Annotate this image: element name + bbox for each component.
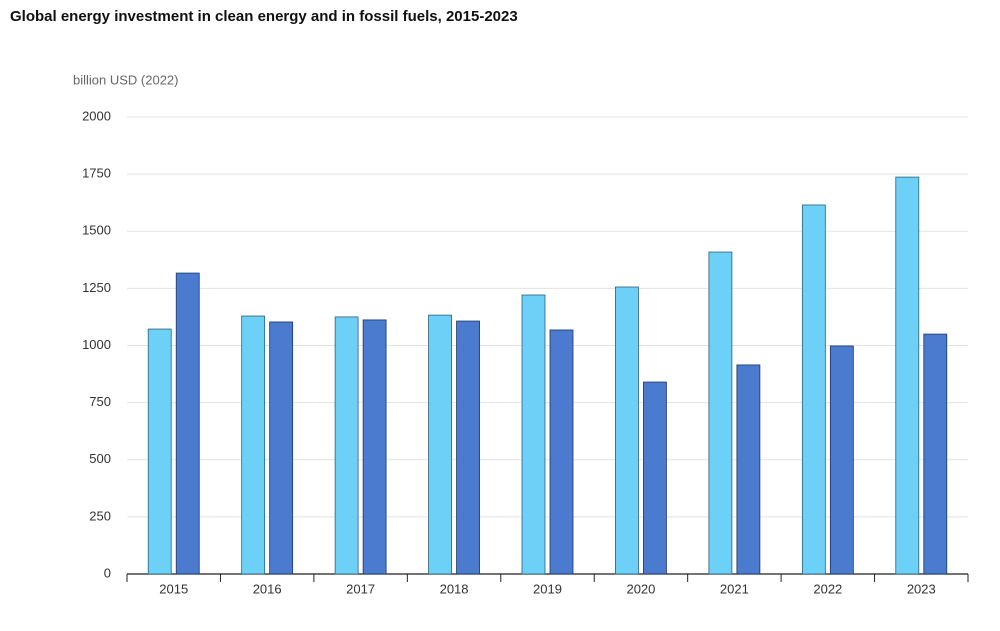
y-tick-label: 0 (104, 565, 111, 580)
x-tick-label: 2022 (813, 581, 842, 596)
y-tick-label: 500 (89, 451, 111, 466)
bar (643, 381, 667, 575)
bar (175, 272, 200, 575)
x-tick-label: 2020 (626, 581, 655, 596)
x-tick-label: 2017 (346, 581, 375, 596)
bar (334, 316, 359, 575)
bar (923, 333, 948, 575)
bar (895, 176, 920, 575)
x-tick-label: 2016 (253, 581, 282, 596)
bar (147, 328, 172, 575)
bar (708, 251, 733, 575)
x-tick-label: 2019 (533, 581, 562, 596)
bar (829, 345, 854, 575)
bar (269, 321, 294, 575)
bar (549, 329, 574, 575)
y-tick-label: 1000 (82, 337, 111, 352)
bar (241, 315, 266, 575)
x-tick-label: 2018 (440, 581, 469, 596)
x-tick-label: 2021 (720, 581, 749, 596)
chart-title: Global energy investment in clean energy… (10, 8, 518, 25)
bar (521, 294, 546, 575)
x-tick-label: 2023 (907, 581, 936, 596)
y-tick-label: 1250 (82, 280, 111, 295)
y-tick-label: 1500 (82, 223, 111, 238)
bar (456, 320, 480, 575)
bar (428, 314, 452, 575)
bar (801, 204, 826, 575)
y-tick-label: 750 (89, 394, 111, 409)
bar (615, 286, 639, 575)
y-axis-label: billion USD (2022) (73, 72, 179, 87)
x-tick-label: 2015 (159, 581, 188, 596)
y-tick-label: 2000 (82, 108, 111, 123)
y-tick-label: 250 (89, 508, 111, 523)
y-tick-label: 1750 (82, 166, 111, 181)
bar (736, 364, 761, 575)
bar (362, 319, 387, 575)
